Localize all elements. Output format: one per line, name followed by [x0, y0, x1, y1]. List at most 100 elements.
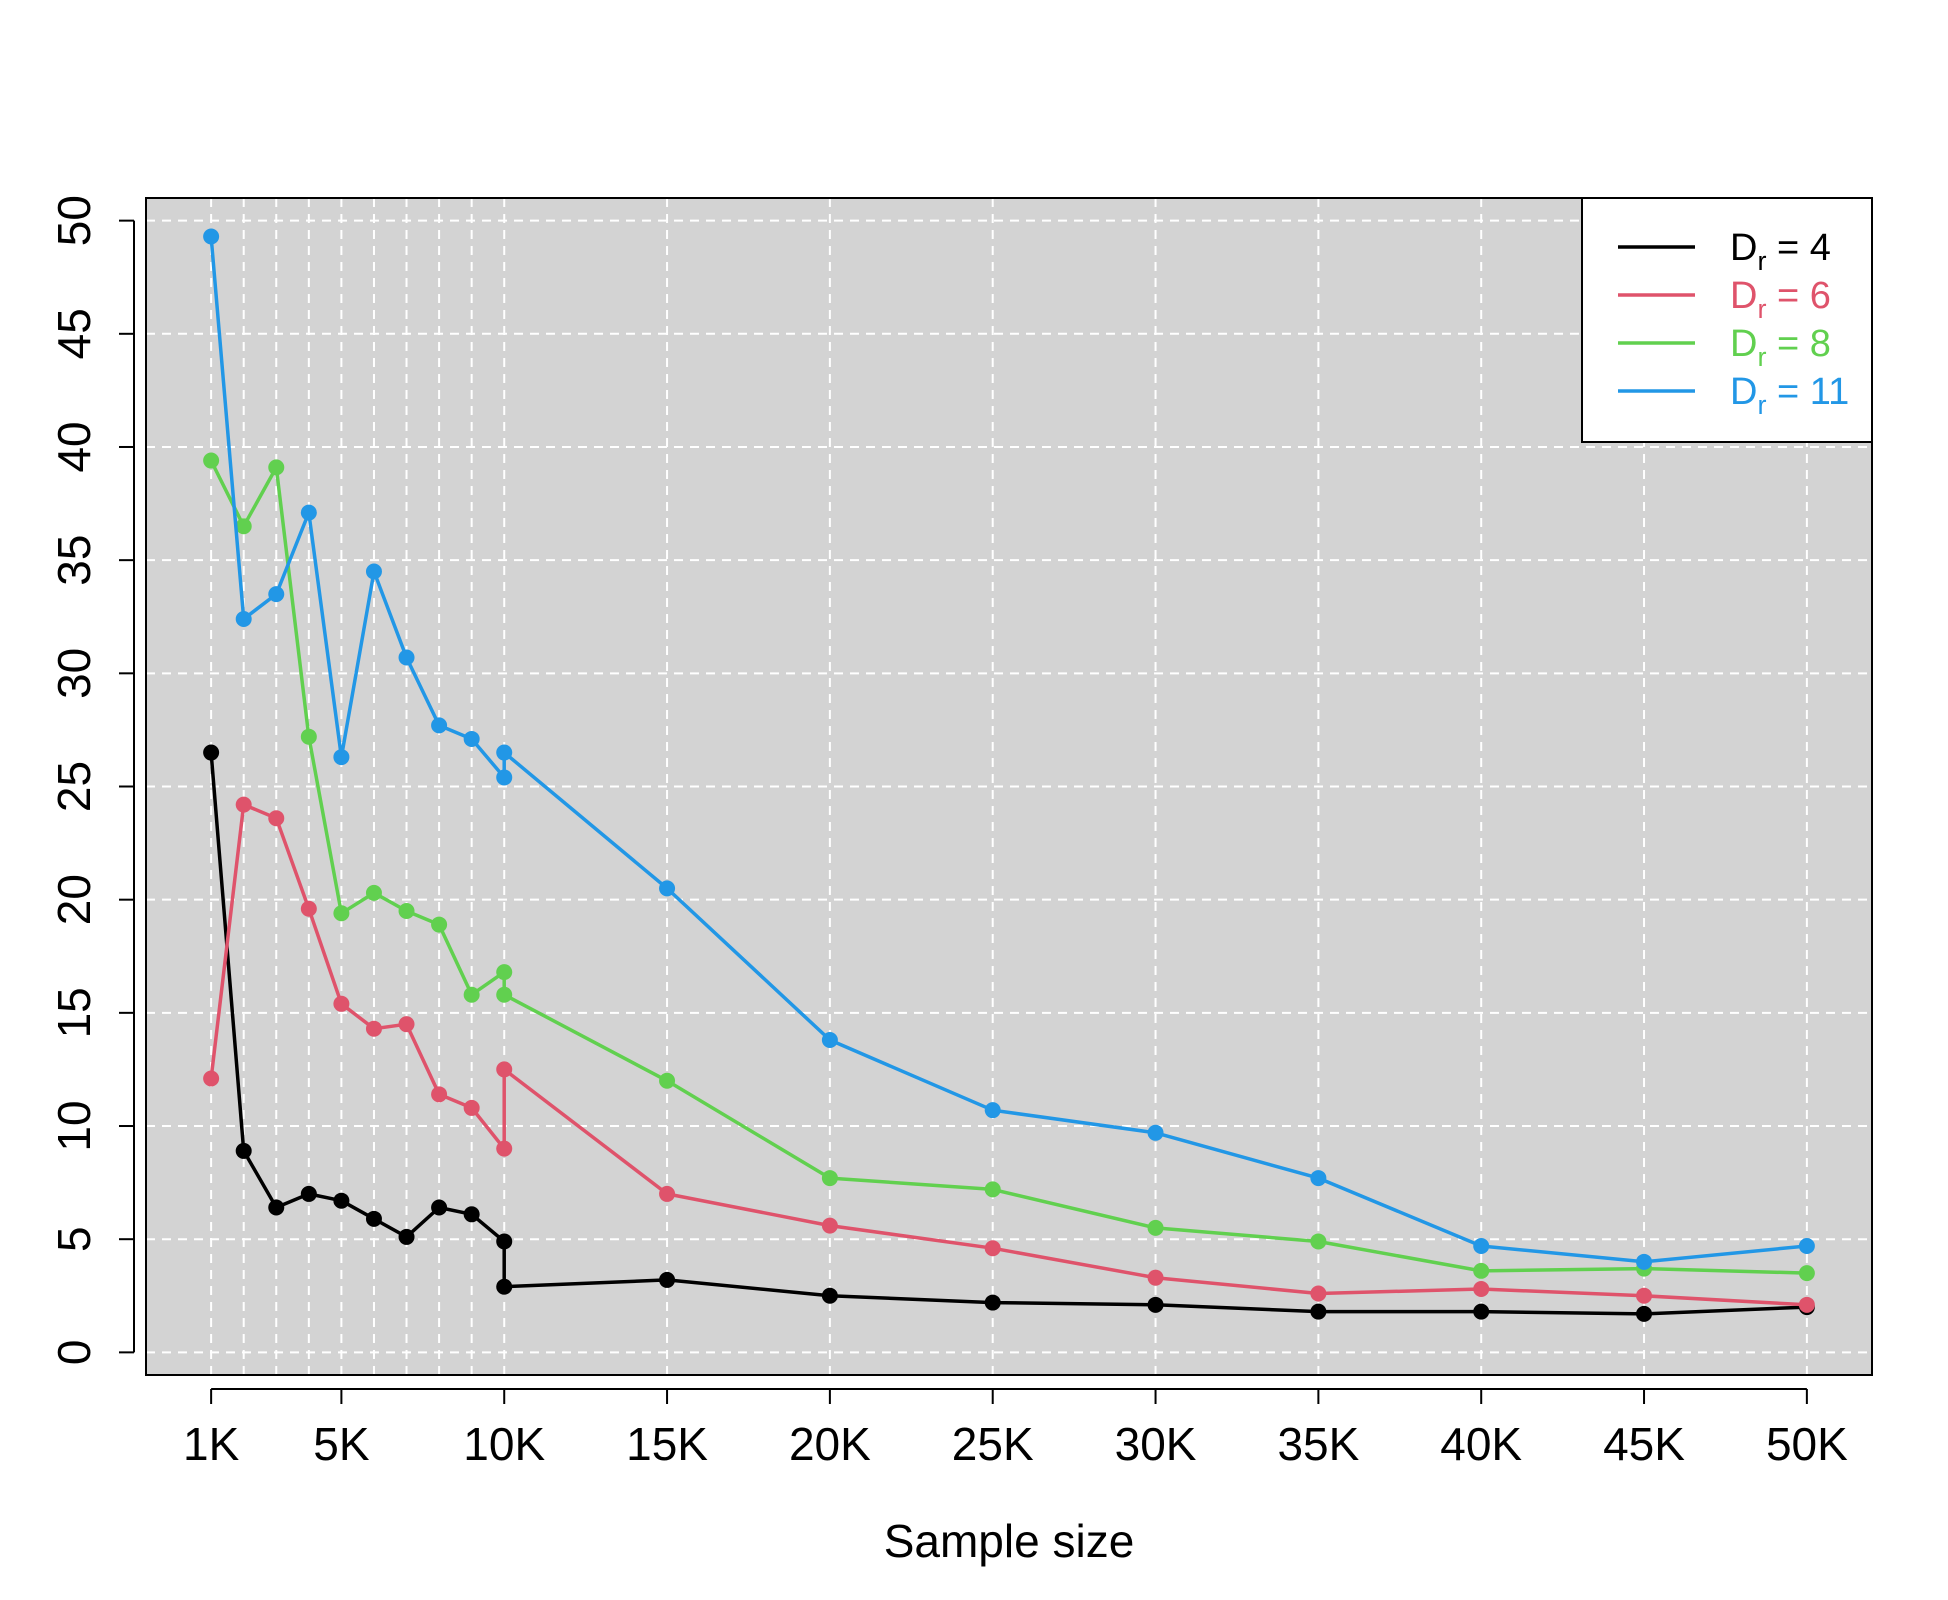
y-tick-label: 10 — [48, 1100, 100, 1151]
data-point — [496, 964, 513, 981]
legend-box — [1581, 197, 1873, 443]
data-point — [333, 905, 350, 922]
data-point — [1798, 1237, 1815, 1254]
data-point — [496, 1140, 513, 1157]
data-point — [496, 769, 513, 786]
data-point — [659, 1271, 676, 1288]
data-point — [300, 1185, 317, 1202]
y-tick-label: 35 — [48, 535, 100, 586]
data-point — [300, 900, 317, 917]
data-point — [333, 749, 350, 766]
x-tick-label: 30K — [1115, 1418, 1197, 1470]
data-point — [235, 518, 252, 535]
data-point — [659, 880, 676, 897]
data-point — [235, 1142, 252, 1159]
legend-label: Dr = 11 — [1730, 371, 1849, 420]
x-tick-label: 45K — [1603, 1418, 1685, 1470]
legend-label: Dr = 8 — [1730, 323, 1831, 372]
data-point — [365, 884, 382, 901]
data-point — [1147, 1219, 1164, 1236]
data-point — [333, 995, 350, 1012]
y-tick-label: 0 — [48, 1340, 100, 1366]
data-point — [1636, 1287, 1653, 1304]
data-point — [1636, 1305, 1653, 1322]
data-point — [300, 504, 317, 521]
data-point — [463, 1099, 480, 1116]
x-tick-label: 1K — [183, 1418, 240, 1470]
x-tick-label: 50K — [1766, 1418, 1848, 1470]
y-tick-label: 40 — [48, 421, 100, 472]
data-point — [659, 1072, 676, 1089]
data-point — [821, 1287, 838, 1304]
data-point — [496, 986, 513, 1003]
data-point — [463, 1206, 480, 1223]
grid-lines — [146, 198, 1872, 1375]
data-point — [1473, 1280, 1490, 1297]
y-tick-label: 45 — [48, 308, 100, 359]
data-point — [203, 228, 220, 245]
data-point — [235, 796, 252, 813]
data-point — [268, 810, 285, 827]
y-tick-label: 30 — [48, 648, 100, 699]
data-point — [398, 1016, 415, 1033]
data-point — [203, 1070, 220, 1087]
data-point — [984, 1102, 1001, 1119]
x-tick-label: 25K — [952, 1418, 1034, 1470]
y-tick-label: 50 — [48, 195, 100, 246]
data-point — [203, 744, 220, 761]
y-tick-label: 15 — [48, 987, 100, 1038]
data-point — [1310, 1170, 1327, 1187]
data-point — [398, 649, 415, 666]
data-point — [984, 1294, 1001, 1311]
plot-frame — [145, 197, 1873, 1376]
data-point — [1636, 1253, 1653, 1270]
data-point — [984, 1240, 1001, 1257]
x-tick-label: 10K — [463, 1418, 545, 1470]
data-point — [496, 1278, 513, 1295]
y-tick-label: 20 — [48, 874, 100, 925]
data-point — [496, 1061, 513, 1078]
data-point — [821, 1217, 838, 1234]
data-point — [1310, 1285, 1327, 1302]
data-point — [463, 986, 480, 1003]
x-tick-label: 35K — [1277, 1418, 1359, 1470]
data-point — [398, 902, 415, 919]
x-tick-label: 5K — [313, 1418, 370, 1470]
x-tick-label: 20K — [789, 1418, 871, 1470]
data-point — [333, 1192, 350, 1209]
data-point — [268, 459, 285, 476]
x-axis: 1K 5K 10K 15K 20K 25K 30K 35K 40K 45K 50K — [183, 1388, 1848, 1470]
series-lines — [203, 228, 1815, 1322]
y-tick-label: 5 — [48, 1226, 100, 1252]
legend-label: Dr = 6 — [1730, 275, 1831, 324]
data-point — [1798, 1296, 1815, 1313]
data-point — [1310, 1303, 1327, 1320]
data-point — [431, 916, 448, 933]
data-point — [398, 1228, 415, 1245]
data-point — [365, 1210, 382, 1227]
data-point — [203, 452, 220, 469]
data-point — [235, 611, 252, 628]
data-point — [1473, 1237, 1490, 1254]
data-point — [463, 730, 480, 747]
data-point — [1147, 1124, 1164, 1141]
series-2 — [203, 452, 1815, 1282]
data-point — [268, 586, 285, 603]
data-point — [496, 744, 513, 761]
data-point — [365, 563, 382, 580]
series-1 — [203, 796, 1815, 1313]
data-point — [431, 1199, 448, 1216]
data-point — [1473, 1303, 1490, 1320]
x-tick-label: 40K — [1440, 1418, 1522, 1470]
data-point — [1473, 1262, 1490, 1279]
data-point — [496, 1233, 513, 1250]
data-point — [1798, 1265, 1815, 1282]
data-point — [300, 728, 317, 745]
y-axis: 0 5 10 15 20 25 30 35 40 45 50 — [48, 195, 135, 1366]
data-point — [365, 1020, 382, 1037]
data-point — [431, 1086, 448, 1103]
x-tick-label: 15K — [626, 1418, 708, 1470]
data-point — [1310, 1233, 1327, 1250]
data-point — [431, 717, 448, 734]
data-point — [984, 1181, 1001, 1198]
